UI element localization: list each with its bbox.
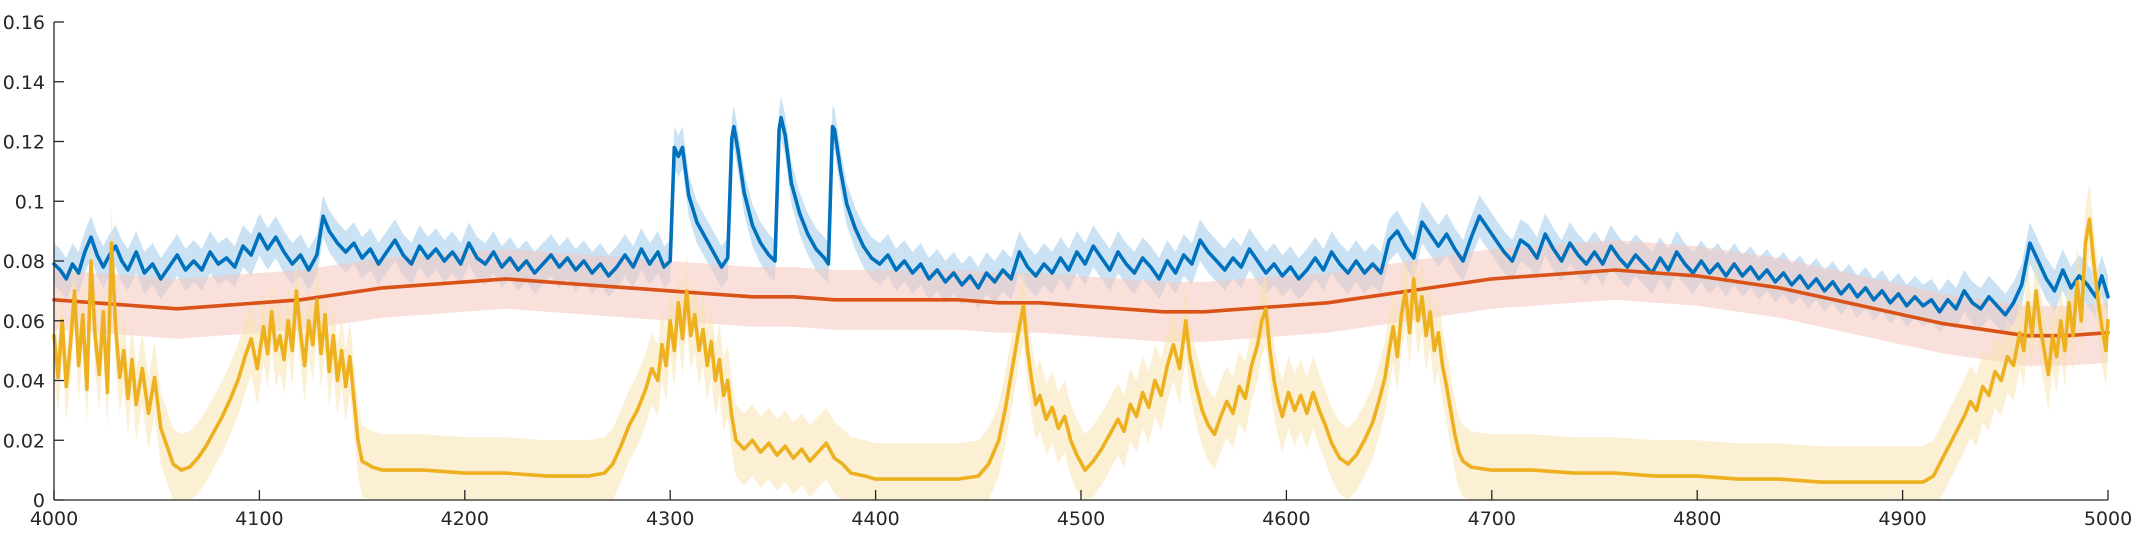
y-tick-label: 0.04: [3, 371, 45, 393]
x-tick-label: 4900: [1878, 508, 1926, 530]
y-tick-label: 0.02: [3, 430, 45, 452]
x-tick-label: 4500: [1057, 508, 1105, 530]
y-tick-label: 0.12: [3, 132, 45, 154]
x-tick-label: 4200: [441, 508, 489, 530]
series-3-band: [54, 183, 2108, 501]
y-axis-ticks: 0 0.02 0.04 0.06 0.08 0.1 0.12 0.14 0.16: [3, 12, 64, 512]
y-tick-label: 0.14: [3, 72, 45, 94]
series-1-line: [52, 115, 2110, 317]
x-tick-label: 4700: [1468, 508, 1516, 530]
x-tick-label: 4400: [851, 508, 899, 530]
x-tick-label: 5000: [2084, 508, 2132, 530]
y-tick-label: 0.08: [3, 251, 45, 273]
series-3-line: [52, 217, 2110, 484]
x-tick-label: 4300: [646, 508, 694, 530]
y-tick-label: 0.16: [3, 12, 45, 34]
x-tick-label: 4600: [1262, 508, 1310, 530]
x-tick-label: 4800: [1673, 508, 1721, 530]
y-tick-label: 0: [33, 490, 45, 512]
series-2-line: [52, 268, 2110, 338]
confidence-bands: [54, 96, 2108, 501]
series-lines: [52, 115, 2110, 484]
x-tick-label: 4100: [235, 508, 283, 530]
y-tick-label: 0.06: [3, 311, 45, 333]
x-tick-label: 4000: [30, 508, 78, 530]
x-axis-ticks: 4000 4100 4200 4300 4400 4500 4600 4700 4800 4900…: [30, 490, 2132, 530]
y-tick-label: 0.1: [15, 191, 45, 213]
